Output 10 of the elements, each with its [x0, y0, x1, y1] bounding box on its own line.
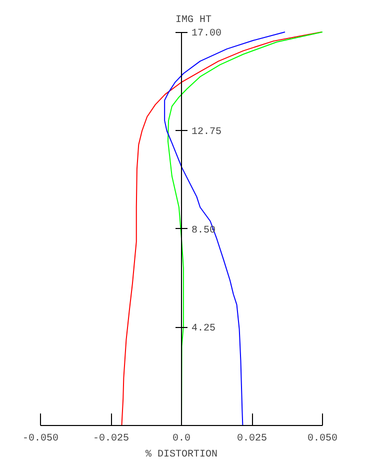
y-tick-label: 12.75 — [192, 126, 222, 138]
x-axis-title: % DISTORTION — [145, 450, 218, 460]
y-tick-label: 4.25 — [192, 324, 216, 335]
x-tick-label: -0.025 — [92, 434, 130, 444]
x-tick-label: 0.050 — [308, 434, 338, 444]
y-axis-title: IMG HT — [175, 15, 212, 26]
x-tick-label: 0.0 — [172, 434, 191, 444]
x-tick-label: -0.050 — [22, 434, 59, 444]
x-tick-label: 0.025 — [237, 434, 268, 444]
y-tick-label: 17.00 — [192, 28, 222, 40]
